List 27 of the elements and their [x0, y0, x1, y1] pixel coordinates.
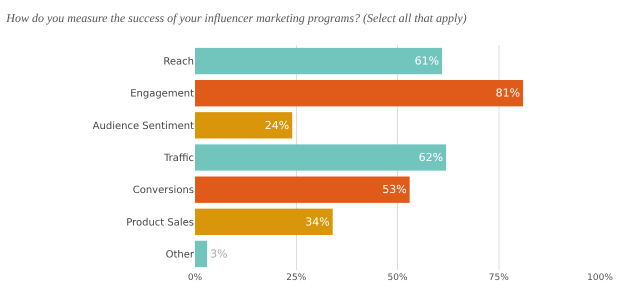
bar	[195, 240, 208, 268]
data-label: 3%	[210, 247, 228, 260]
bar	[195, 112, 292, 139]
bar	[195, 144, 446, 171]
y-tick-label: Other	[166, 249, 195, 260]
y-tick-label: Reach	[163, 56, 194, 68]
x-tick-label: 50%	[387, 273, 408, 283]
x-tick-label: 75%	[488, 273, 510, 283]
bar	[195, 208, 333, 235]
data-label: 61%	[414, 54, 440, 68]
y-tick-label: Audience Sentiment	[92, 120, 194, 132]
x-tick-label: 0%	[188, 273, 203, 283]
bar	[195, 48, 442, 74]
data-label: 62%	[418, 151, 444, 164]
data-label: 53%	[382, 183, 407, 196]
bar	[195, 80, 524, 106]
x-tick-label: 100%	[587, 273, 614, 283]
y-tick-label: Conversions	[132, 185, 194, 196]
bar	[195, 176, 410, 203]
x-tick-label: 25%	[286, 273, 307, 283]
chart-title: How do you measure the success of your influencer marketing programs? (Select all that apply)	[5, 10, 467, 25]
data-label: 81%	[496, 86, 520, 100]
data-label: 34%	[305, 215, 330, 228]
y-tick-label: Traffic	[162, 153, 194, 164]
y-tick-label: Engagement	[130, 88, 194, 100]
data-label: 24%	[264, 118, 290, 132]
y-tick-label: Product Sales	[126, 217, 194, 228]
